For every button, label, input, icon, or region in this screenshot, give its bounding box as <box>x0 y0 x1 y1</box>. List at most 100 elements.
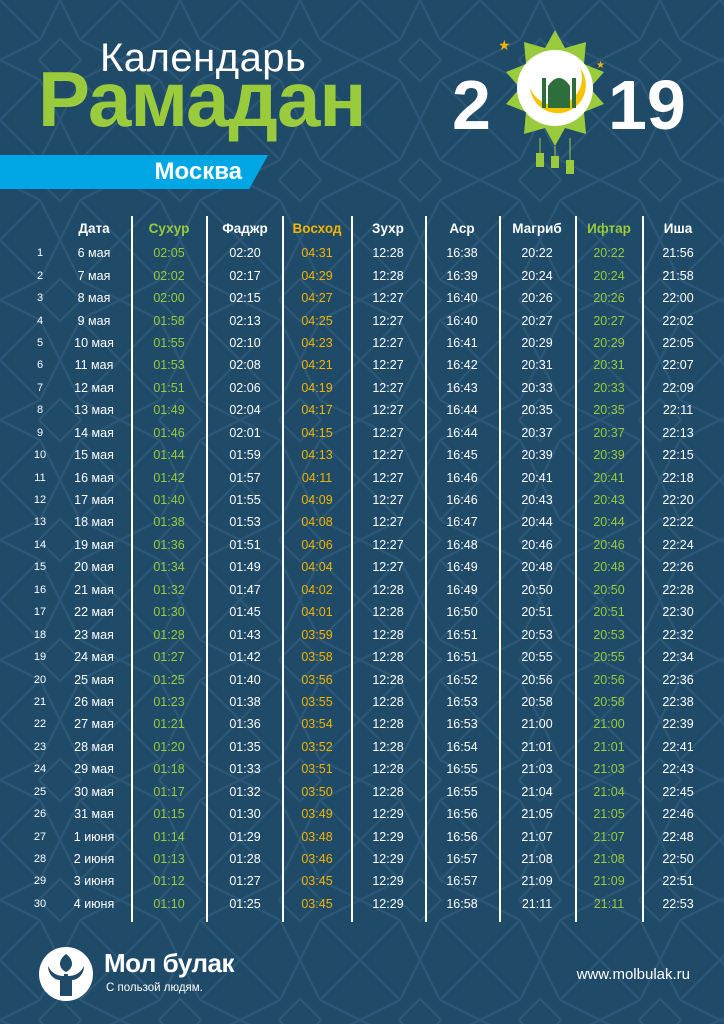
day-number: 24 <box>33 763 47 776</box>
table-row: 22 27 мая 01:21 01:36 03:54 12:28 16:53 21:00 21… <box>0 713 724 735</box>
suhur-cell: 01:12 <box>153 874 185 889</box>
date-cell: 9 мая <box>77 313 111 328</box>
day-number: 8 <box>36 404 44 417</box>
fajr-cell: 02:01 <box>229 425 261 440</box>
suhur-cell: 01:28 <box>153 627 185 642</box>
isha-cell: 21:56 <box>662 246 694 261</box>
suhur-cell: 01:46 <box>153 425 185 440</box>
table-row: 14 19 мая 01:36 01:51 04:06 12:27 16:48 20:46 20… <box>0 534 724 556</box>
table-row: 10 15 мая 01:44 01:59 04:13 12:27 16:45 20:39 20… <box>0 444 724 466</box>
fajr-cell: 01:59 <box>229 448 261 463</box>
table-row: 16 21 мая 01:32 01:47 04:02 12:28 16:49 20:50 20… <box>0 579 724 601</box>
fajr-cell: 01:42 <box>229 650 261 665</box>
suhur-cell: 01:38 <box>153 515 185 530</box>
day-number: 5 <box>36 336 44 349</box>
asr-cell: 16:46 <box>446 493 478 508</box>
date-cell: 19 мая <box>74 537 114 552</box>
table-row: 7 12 мая 01:51 02:06 04:19 12:27 16:43 20:33 20:… <box>0 377 724 399</box>
date-cell: 25 мая <box>74 672 114 687</box>
iftar-cell: 20:22 <box>593 246 625 261</box>
iftar-cell: 20:27 <box>593 313 625 328</box>
isha-cell: 22:51 <box>662 874 694 889</box>
zuhr-cell: 12:27 <box>372 493 404 508</box>
isha-cell: 22:18 <box>662 470 694 485</box>
day-number: 12 <box>33 494 47 507</box>
table-row: 1 6 мая 02:05 02:20 04:31 12:28 16:38 20:22 20:2… <box>0 242 724 264</box>
day-number: 14 <box>33 538 47 551</box>
asr-cell: 16:43 <box>446 380 478 395</box>
maghrib-cell: 20:44 <box>521 515 553 530</box>
iftar-cell: 20:33 <box>593 380 625 395</box>
fajr-cell: 01:53 <box>229 515 261 530</box>
header-iftar: Ифтар <box>587 220 631 236</box>
date-cell: 2 июня <box>73 852 115 867</box>
zuhr-cell: 12:28 <box>372 627 404 642</box>
zuhr-cell: 12:29 <box>372 874 404 889</box>
maghrib-cell: 21:03 <box>521 762 553 777</box>
isha-cell: 22:20 <box>662 493 694 508</box>
asr-cell: 16:44 <box>446 425 478 440</box>
suhur-cell: 01:20 <box>153 739 185 754</box>
suhur-cell: 01:32 <box>153 582 185 597</box>
day-number: 1 <box>36 247 44 260</box>
isha-cell: 22:26 <box>662 560 694 575</box>
table-row: 18 23 мая 01:28 01:43 03:59 12:28 16:51 20:53 20… <box>0 623 724 645</box>
isha-cell: 22:36 <box>662 672 694 687</box>
date-cell: 4 июня <box>73 896 115 911</box>
website-link[interactable]: www.molbulak.ru <box>576 966 690 983</box>
sunrise-cell: 04:13 <box>301 448 333 463</box>
date-cell: 22 мая <box>74 605 114 620</box>
iftar-cell: 20:50 <box>593 582 625 597</box>
iftar-cell: 20:35 <box>593 403 625 418</box>
isha-cell: 22:15 <box>662 448 694 463</box>
iftar-cell: 20:37 <box>593 425 625 440</box>
brand-name: Мол булак <box>104 948 234 978</box>
sunrise-cell: 04:06 <box>301 537 333 552</box>
iftar-cell: 20:56 <box>593 672 625 687</box>
fajr-cell: 01:43 <box>229 627 261 642</box>
asr-cell: 16:47 <box>446 515 478 530</box>
iftar-cell: 20:39 <box>593 448 625 463</box>
asr-cell: 16:56 <box>446 829 478 844</box>
header-date: Дата <box>78 220 110 236</box>
sunrise-cell: 03:52 <box>301 739 333 754</box>
sunrise-cell: 03:46 <box>301 852 333 867</box>
year-digits-right: 19 <box>608 66 686 144</box>
suhur-cell: 01:51 <box>153 380 185 395</box>
asr-cell: 16:54 <box>446 739 478 754</box>
zuhr-cell: 12:28 <box>372 717 404 732</box>
maghrib-cell: 20:56 <box>521 672 553 687</box>
fajr-cell: 01:30 <box>229 807 261 822</box>
day-number: 13 <box>33 516 47 529</box>
zuhr-cell: 12:28 <box>372 784 404 799</box>
year-digit-left: 2 <box>452 66 491 144</box>
day-number: 18 <box>33 628 47 641</box>
zuhr-cell: 12:29 <box>372 896 404 911</box>
day-number: 20 <box>33 673 47 686</box>
iftar-cell: 21:00 <box>593 717 625 732</box>
zuhr-cell: 12:27 <box>372 380 404 395</box>
zuhr-cell: 12:29 <box>372 807 404 822</box>
isha-cell: 22:32 <box>662 627 694 642</box>
column-divider <box>642 216 644 922</box>
asr-cell: 16:48 <box>446 537 478 552</box>
sunrise-cell: 04:27 <box>301 291 333 306</box>
maghrib-cell: 20:22 <box>521 246 553 261</box>
asr-cell: 16:51 <box>446 650 478 665</box>
fajr-cell: 01:55 <box>229 493 261 508</box>
maghrib-cell: 20:55 <box>521 650 553 665</box>
table-row: 26 31 мая 01:15 01:30 03:49 12:29 16:56 21:05 21… <box>0 803 724 825</box>
fajr-cell: 01:33 <box>229 762 261 777</box>
fajr-cell: 01:57 <box>229 470 261 485</box>
maghrib-cell: 20:43 <box>521 493 553 508</box>
isha-cell: 22:48 <box>662 829 694 844</box>
maghrib-cell: 20:35 <box>521 403 553 418</box>
suhur-cell: 01:10 <box>153 896 185 911</box>
fajr-cell: 01:27 <box>229 874 261 889</box>
fajr-cell: 02:15 <box>229 291 261 306</box>
sunrise-cell: 04:11 <box>301 470 333 485</box>
maghrib-cell: 21:00 <box>521 717 553 732</box>
fajr-cell: 01:25 <box>229 896 261 911</box>
maghrib-cell: 20:37 <box>521 425 553 440</box>
asr-cell: 16:49 <box>446 560 478 575</box>
